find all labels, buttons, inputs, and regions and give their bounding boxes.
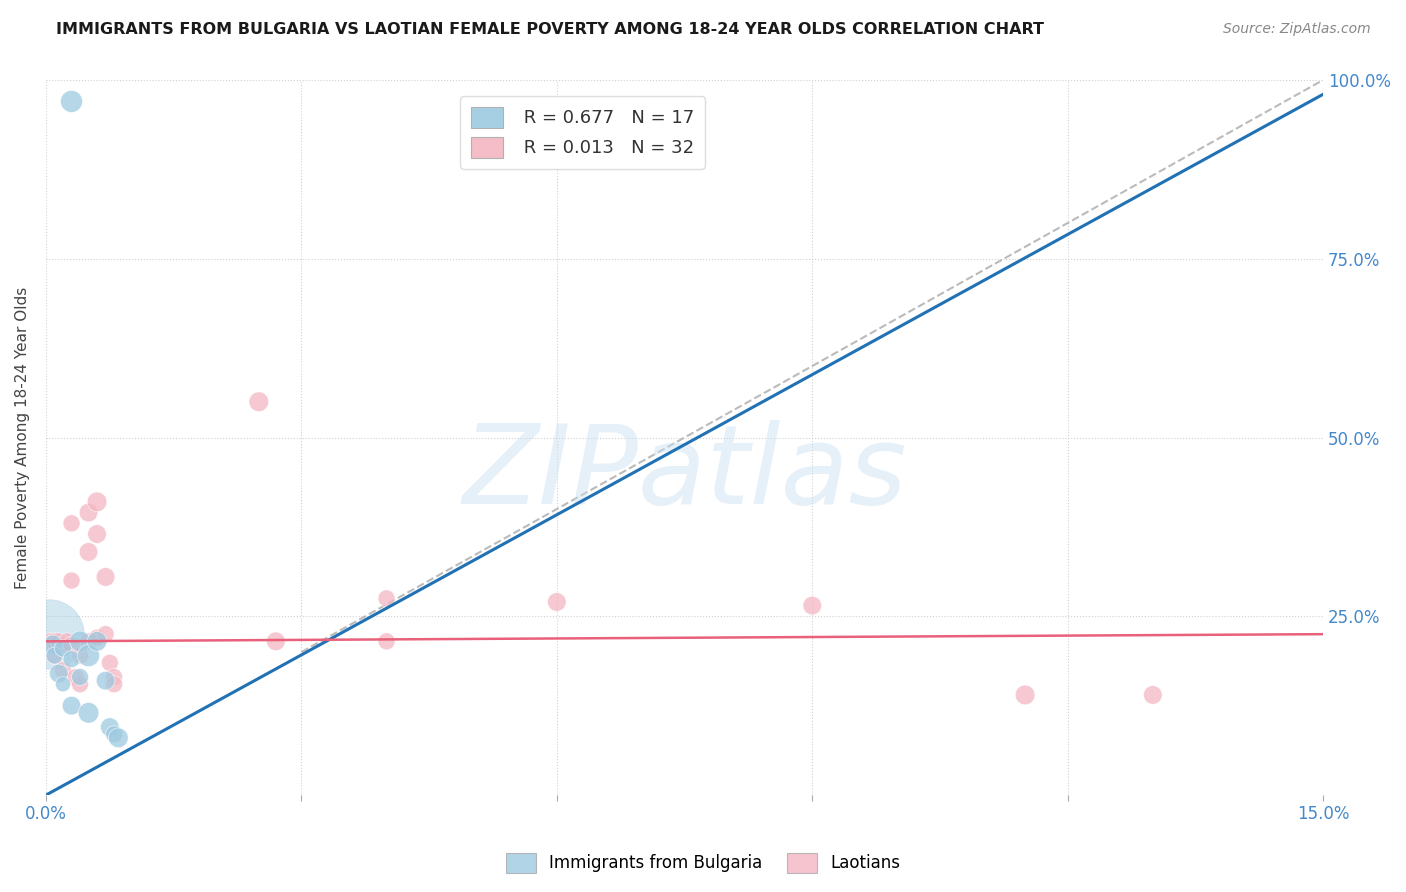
Text: Source: ZipAtlas.com: Source: ZipAtlas.com [1223, 22, 1371, 37]
Point [86, 631, 108, 645]
Point [1142, 688, 1164, 702]
Point [77, 506, 100, 520]
Point [44, 648, 66, 663]
Point [39, 634, 62, 648]
Point [60, 652, 83, 666]
Text: ZIPatlas: ZIPatlas [463, 420, 907, 527]
Legend:  R = 0.677   N = 17,  R = 0.013   N = 32: R = 0.677 N = 17, R = 0.013 N = 32 [460, 96, 704, 169]
Point [86, 634, 108, 648]
Point [375, 591, 398, 606]
Point [247, 394, 270, 409]
Point [65, 670, 87, 684]
Point [375, 634, 398, 648]
Point [86, 527, 108, 541]
Point [77, 634, 100, 648]
Point [98, 656, 121, 670]
Point [44, 634, 66, 648]
Point [60, 574, 83, 588]
Point [98, 720, 121, 734]
Point [546, 595, 568, 609]
Point [69, 648, 91, 663]
Point [69, 670, 91, 684]
Point [48, 666, 70, 681]
Point [60, 516, 83, 531]
Point [86, 495, 108, 509]
Point [94, 673, 117, 688]
Point [60, 698, 83, 713]
Legend: Immigrants from Bulgaria, Laotians: Immigrants from Bulgaria, Laotians [499, 847, 907, 880]
Y-axis label: Female Poverty Among 18-24 Year Olds: Female Poverty Among 18-24 Year Olds [15, 286, 30, 589]
Point [60, 95, 83, 109]
Point [94, 627, 117, 641]
Point [52, 641, 75, 656]
Text: IMMIGRANTS FROM BULGARIA VS LAOTIAN FEMALE POVERTY AMONG 18-24 YEAR OLDS CORRELA: IMMIGRANTS FROM BULGARIA VS LAOTIAN FEMA… [56, 22, 1045, 37]
Point [103, 670, 125, 684]
Point [56, 634, 79, 648]
Point [77, 545, 100, 559]
Point [801, 599, 824, 613]
Point [69, 634, 91, 648]
Point [38, 627, 60, 641]
Point [52, 677, 75, 691]
Point [94, 570, 117, 584]
Point [77, 648, 100, 663]
Point [52, 663, 75, 677]
Point [103, 727, 125, 741]
Point [52, 638, 75, 652]
Point [48, 634, 70, 648]
Point [77, 706, 100, 720]
Point [107, 731, 129, 745]
Point [44, 648, 66, 663]
Point [42, 638, 65, 652]
Point [103, 677, 125, 691]
Point [1014, 688, 1036, 702]
Point [60, 638, 83, 652]
Point [69, 677, 91, 691]
Point [264, 634, 287, 648]
